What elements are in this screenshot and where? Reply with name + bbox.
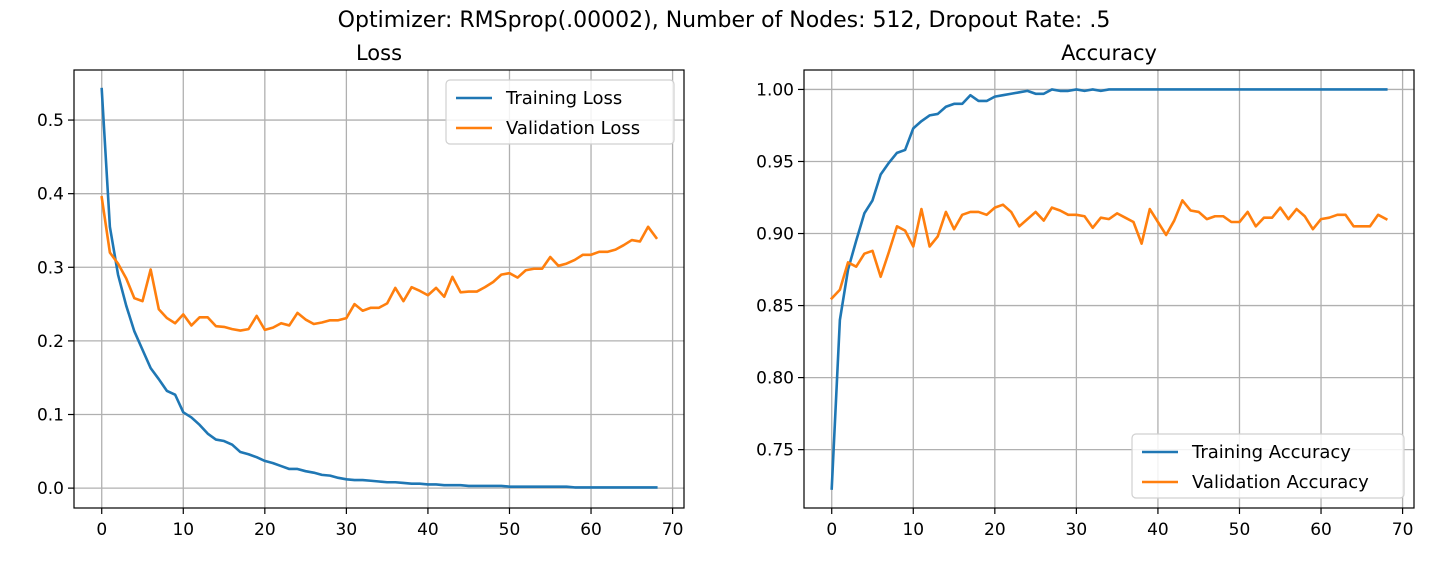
x-tick-label-2-6: 60 bbox=[1310, 520, 1332, 540]
legend-box-2 bbox=[1131, 433, 1405, 499]
series-line-training-loss bbox=[100, 87, 658, 489]
legend-label-training-loss: Training Loss bbox=[505, 88, 622, 109]
y-tick-label-1-5: 0.5 bbox=[37, 111, 64, 131]
legend-box-1 bbox=[445, 79, 675, 145]
legend-label-validation-loss: Validation Loss bbox=[506, 118, 640, 139]
y-tick-label-1-1: 0.1 bbox=[37, 406, 64, 426]
series-line-validation-loss bbox=[100, 195, 659, 332]
legend-1: Training Loss Validation Loss bbox=[445, 79, 675, 145]
y-tick-label-2-5: 1.00 bbox=[756, 80, 794, 100]
x-tick-label-1-3: 30 bbox=[336, 520, 358, 540]
y-tick-label-2-0: 0.75 bbox=[756, 441, 794, 461]
legend-label-validation-accuracy: Validation Accuracy bbox=[1192, 472, 1369, 493]
x-tick-label-1-7: 70 bbox=[662, 520, 684, 540]
subplot-2: 0 10 20 30 40 50 60 70 0.75 0.80 0.85 0.90 0.95 1.00 A… bbox=[756, 41, 1415, 540]
x-tick-label-1-5: 50 bbox=[499, 520, 521, 540]
legend-label-training-accuracy: Training Accuracy bbox=[1191, 442, 1351, 463]
y-tick-label-2-3: 0.90 bbox=[756, 225, 794, 245]
x-tick-label-1-2: 20 bbox=[254, 520, 276, 540]
x-tick-label-2-2: 20 bbox=[984, 520, 1006, 540]
y-tick-label-2-1: 0.80 bbox=[756, 369, 794, 389]
x-tick-label-1-4: 40 bbox=[417, 520, 439, 540]
y-tick-label-1-0: 0.0 bbox=[37, 479, 64, 499]
figure-suptitle: Optimizer: RMSprop(.00002), Number of No… bbox=[337, 8, 1111, 33]
y-tick-label-1-3: 0.3 bbox=[37, 258, 64, 278]
legend-2: Training Accuracy Validation Accuracy bbox=[1131, 433, 1405, 499]
x-tick-label-2-0: 0 bbox=[826, 520, 837, 540]
subplot-title-1: Loss bbox=[356, 41, 402, 65]
x-tick-label-1-0: 0 bbox=[96, 520, 107, 540]
subplot-title-2: Accuracy bbox=[1061, 41, 1157, 65]
x-tick-label-2-3: 30 bbox=[1066, 520, 1088, 540]
series-line-validation-accuracy bbox=[829, 199, 1389, 301]
x-tick-label-1-1: 10 bbox=[172, 520, 194, 540]
y-tick-label-1-4: 0.4 bbox=[37, 185, 64, 205]
x-tick-label-1-6: 60 bbox=[580, 520, 602, 540]
subplot-1: 0 10 20 30 40 50 60 70 0.0 0.1 0.2 0.3 0.4 0.5 Loss Tra… bbox=[37, 41, 685, 540]
x-tick-label-2-4: 40 bbox=[1147, 520, 1169, 540]
axes-frame-1 bbox=[73, 69, 685, 509]
series-line-training-accuracy bbox=[830, 88, 1388, 490]
axes-frame-2 bbox=[803, 69, 1415, 509]
y-tick-label-2-2: 0.85 bbox=[756, 297, 794, 317]
y-tick-label-1-2: 0.2 bbox=[37, 332, 64, 352]
x-tick-label-2-1: 10 bbox=[902, 520, 924, 540]
x-tick-label-2-5: 50 bbox=[1229, 520, 1251, 540]
y-tick-label-2-4: 0.95 bbox=[756, 152, 794, 172]
x-tick-label-2-7: 70 bbox=[1392, 520, 1414, 540]
